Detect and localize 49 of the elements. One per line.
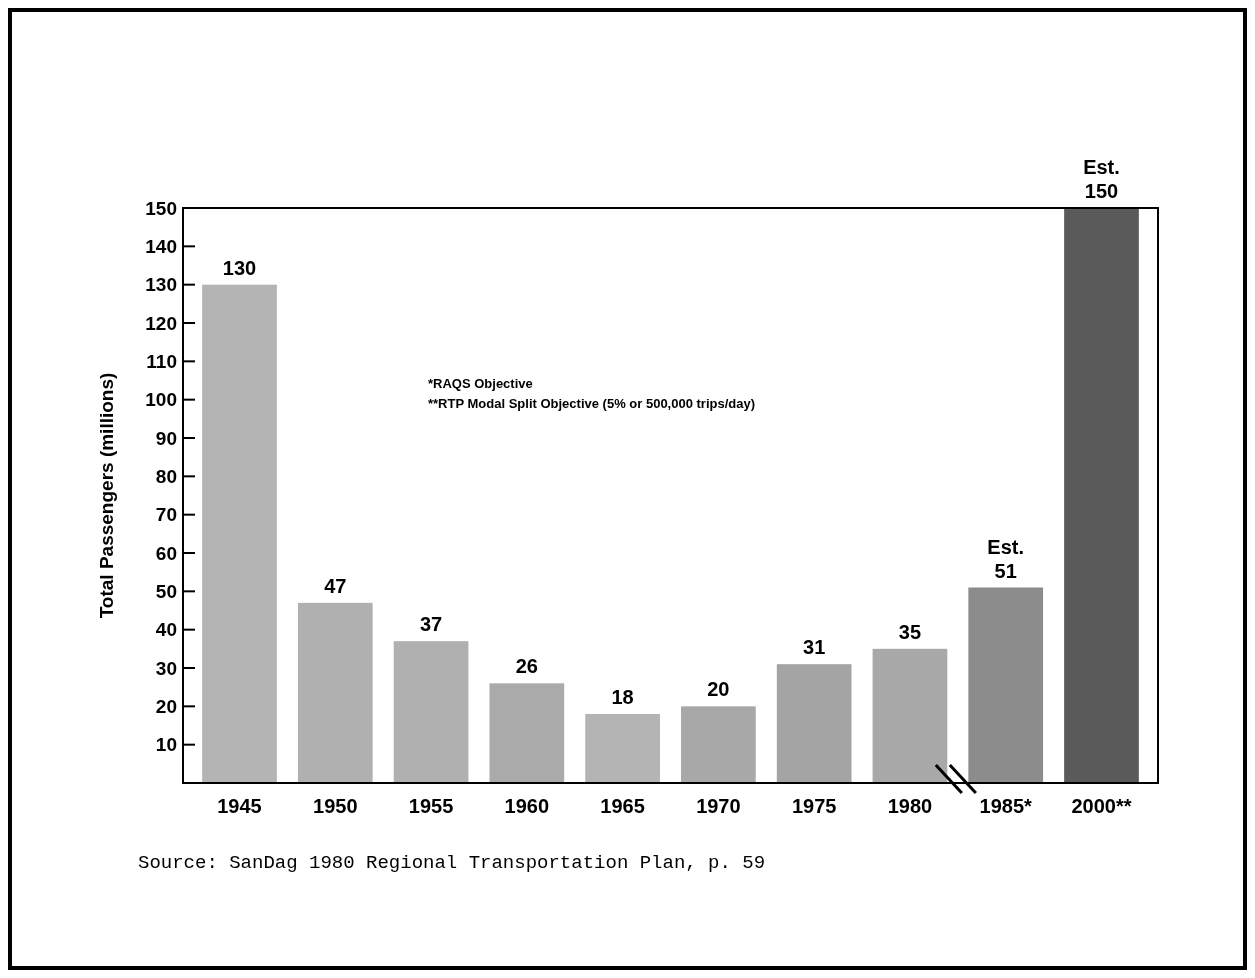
data-label: 130 [222,256,257,279]
x-tick-label: 1970 [696,795,741,817]
y-tick-label: 70 [155,504,177,526]
data-label: 47 [324,574,347,597]
bar [776,664,852,783]
x-tick-label: 1955 [408,795,454,817]
y-tick-label: 90 [155,427,177,449]
data-label: 26 [515,655,538,678]
source-note: Source: SanDag 1980 Regional Transportation Plan, p. 59 [138,852,766,874]
y-tick-label: 120 [145,312,177,334]
x-tick-label: 2000** [1071,795,1132,817]
y-tick-label: 150 [145,197,177,219]
x-tick-label: 1960 [504,795,550,817]
bar [968,587,1044,783]
annotation: **RTP Modal Split Objective (5% or 500,000 trips/day) [428,396,756,411]
bar [585,714,660,783]
bar [489,683,565,783]
y-tick-label: 10 [155,734,177,756]
data-label: 35 [898,620,922,643]
x-tick-label: 1980 [887,795,933,817]
y-tick-label: 20 [155,695,177,717]
bar [1064,208,1139,783]
data-label: 20 [707,678,730,701]
data-label: 31 [803,636,826,659]
y-tick-label: 100 [145,389,177,411]
y-tick-label: 130 [145,274,177,296]
data-label: Est. 150 [1083,156,1120,202]
y-tick-label: 110 [146,350,177,372]
data-label: 18 [611,686,634,708]
bar [202,284,277,783]
bar [393,641,469,783]
x-tick-label: 1950 [313,795,358,817]
annotation: *RAQS Objective [428,376,533,391]
y-tick-label: 40 [155,619,177,641]
x-tick-label: 1945 [217,795,262,817]
data-label: Est. 51 [987,535,1025,582]
y-tick-label: 60 [155,542,177,564]
y-tick-label: 50 [155,580,177,602]
x-tick-label: 1975 [791,795,837,817]
x-tick-label: 1965 [600,795,645,817]
bar [872,648,948,783]
data-label: 37 [419,613,443,636]
y-axis-title: Total Passengers (millions) [96,372,117,619]
x-tick-label: 1985* [979,795,1033,817]
bar [681,706,756,783]
y-tick-label: 80 [155,465,177,487]
y-tick-label: 140 [145,235,177,257]
y-tick-label: 30 [155,657,177,679]
bar [297,602,373,783]
